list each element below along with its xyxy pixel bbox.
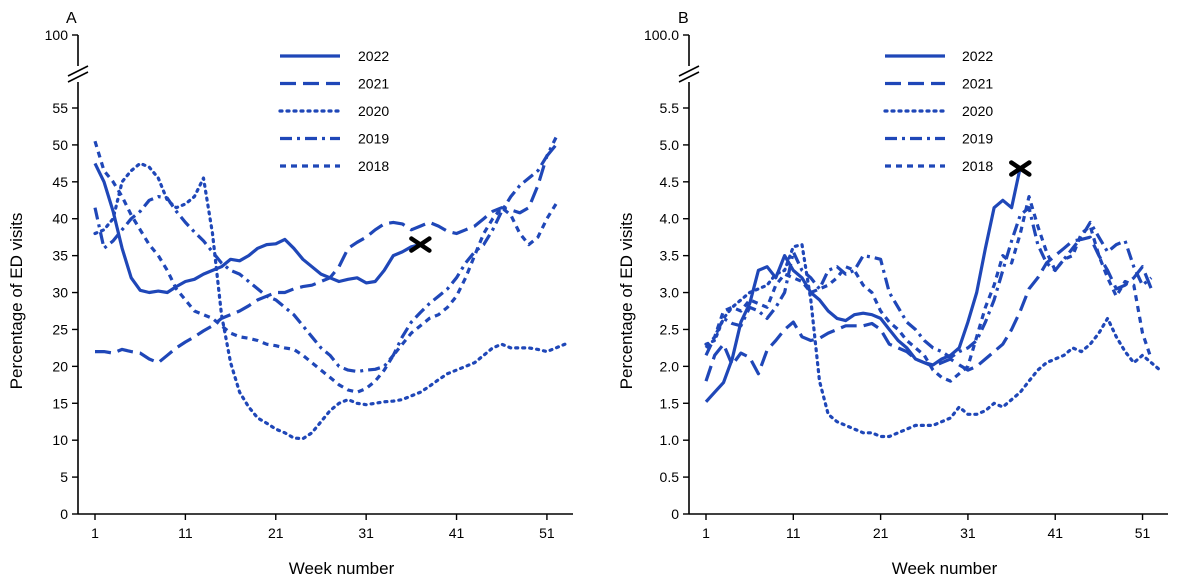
y-tick-label: 0.5: [660, 469, 680, 485]
y-axis-title: Percentage of ED visits: [7, 213, 26, 390]
legend-label: 2020: [962, 103, 993, 119]
series-line-2021: [704, 235, 1153, 382]
series-line-2018: [93, 140, 558, 394]
legend-label: 2020: [358, 103, 389, 119]
x-axis-title: Week number: [289, 559, 395, 578]
legend-item-2019: 2019: [885, 131, 993, 147]
legend-item-2020: 2020: [883, 103, 993, 119]
y-tick-label: 100: [45, 27, 69, 43]
x-tick-label: 1: [91, 525, 99, 541]
legend-item-2020: 2020: [278, 103, 389, 119]
axis-break-mark: [678, 65, 700, 77]
x-tick-label: 31: [358, 525, 374, 541]
y-tick-label: 40: [52, 211, 68, 227]
marker-x-stroke: [1009, 160, 1032, 177]
y-tick-label: 3.0: [660, 285, 680, 301]
series-line-2019: [93, 136, 558, 374]
legend-label: 2021: [962, 76, 993, 92]
x-tick-label: 11: [178, 525, 193, 541]
y-tick-label: 3.5: [660, 248, 680, 264]
legend-item-2021: 2021: [885, 76, 993, 92]
y-tick-label: 0: [671, 506, 679, 522]
x-tick-label: 41: [1047, 525, 1063, 541]
marker-x: [409, 236, 432, 253]
y-tick-label: 100.0: [644, 27, 679, 43]
legend-label: 2022: [358, 48, 389, 64]
y-tick-label: 1.5: [660, 395, 680, 411]
y-axis-title: Percentage of ED visits: [617, 213, 636, 390]
y-tick-label: 30: [52, 285, 68, 301]
series-line-2022: [704, 166, 1022, 403]
legend: 2022 2021 2020 2019 2018: [278, 48, 389, 174]
y-tick-label: 45: [52, 174, 68, 190]
legend-item-2022: 2022: [885, 48, 993, 64]
legend-item-2022: 2022: [280, 48, 389, 64]
series-line-2021: [95, 143, 558, 365]
x-tick-label: 1: [702, 525, 710, 541]
legend-label: 2018: [358, 158, 389, 174]
y-tick-label: 15: [52, 395, 68, 411]
x-tick-label: 51: [539, 525, 555, 541]
axis-break-mark: [678, 71, 700, 83]
y-tick-label: 0: [60, 506, 68, 522]
legend-label: 2022: [962, 48, 993, 64]
y-tick-label: 25: [52, 321, 68, 337]
y-tick-label: 5: [60, 469, 68, 485]
x-tick-label: 31: [960, 525, 976, 541]
legend: 2022 2021 2020 2019 2018: [883, 48, 993, 174]
axis-break-mark: [67, 71, 89, 83]
axis-break-mark: [67, 65, 89, 77]
marker-x: [1009, 160, 1032, 177]
y-tick-label: 5.0: [660, 137, 680, 153]
y-tick-label: 20: [52, 358, 68, 374]
legend-label: 2019: [358, 131, 389, 147]
legend-item-2019: 2019: [280, 131, 389, 147]
x-tick-label: 21: [873, 525, 889, 541]
y-tick-label: 50: [52, 137, 68, 153]
series-line-2019: [704, 206, 1153, 360]
x-tick-label: 41: [449, 525, 465, 541]
y-tick-label: 2.0: [660, 358, 680, 374]
x-tick-label: 21: [268, 525, 284, 541]
series-line-2018: [704, 195, 1153, 383]
y-tick-label: 35: [52, 248, 68, 264]
panel-label: B: [678, 10, 689, 27]
y-tick-label: 55: [52, 100, 68, 116]
y-tick-label: 10: [52, 432, 68, 448]
y-tick-label: 4.0: [660, 211, 680, 227]
panel-label: A: [66, 10, 77, 27]
y-tick-label: 4.5: [660, 174, 680, 190]
legend-label: 2018: [962, 158, 993, 174]
y-tick-label: 1.0: [660, 432, 680, 448]
y-tick-label: 2.5: [660, 321, 680, 337]
series-line-2022: [93, 162, 421, 295]
x-tick-label: 11: [786, 525, 801, 541]
series-line-2020: [93, 161, 567, 441]
legend-item-2018: 2018: [280, 158, 389, 174]
x-tick-label: 51: [1135, 525, 1151, 541]
legend-item-2018: 2018: [885, 158, 993, 174]
x-axis-title: Week number: [892, 559, 998, 578]
legend-item-2021: 2021: [280, 76, 389, 92]
y-tick-label: 5.5: [660, 100, 680, 116]
legend-label: 2021: [358, 76, 389, 92]
marker-x-stroke: [409, 236, 432, 253]
legend-label: 2019: [962, 131, 993, 147]
